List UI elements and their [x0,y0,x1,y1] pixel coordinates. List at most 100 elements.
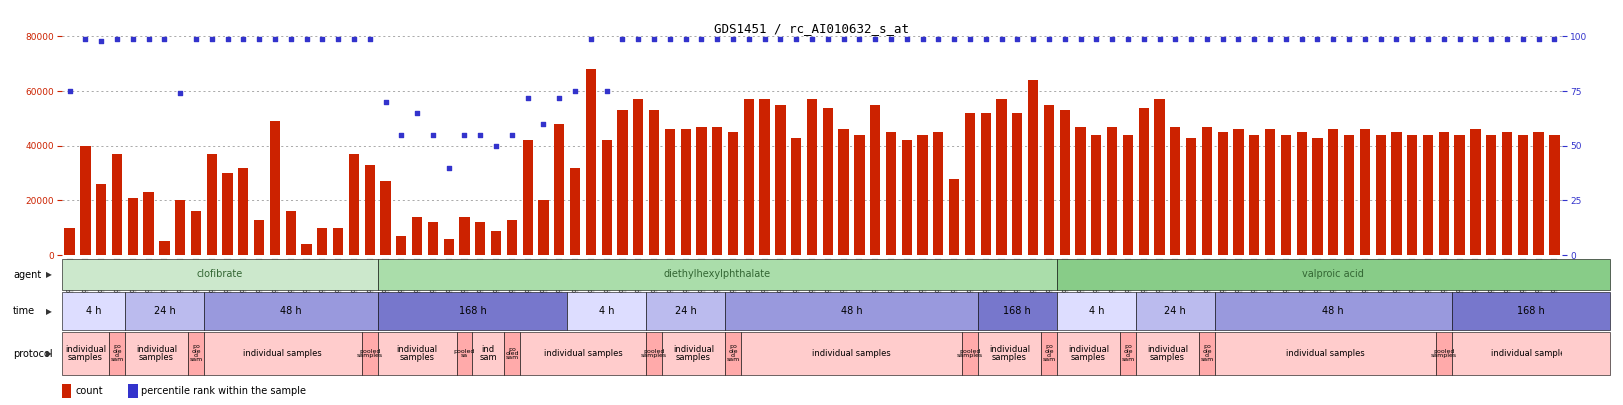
Bar [740,332,961,375]
Point [482,143,508,149]
Text: 48 h: 48 h [841,306,862,316]
Bar [1011,113,1022,255]
Point [57,88,83,94]
Point [135,35,161,42]
Text: individual
samples: individual samples [396,345,438,362]
Text: po
ole
d
sam: po ole d sam [725,344,738,362]
Text: ▶: ▶ [45,270,52,279]
Bar [125,292,204,330]
Bar [885,132,896,255]
Bar [253,220,265,255]
Text: pooled
samples: pooled samples [641,349,667,358]
Bar [1138,107,1147,255]
Text: pooled
sa: pooled sa [453,349,476,358]
Bar [62,384,71,398]
Bar [503,332,519,375]
Text: po
oled
sam: po oled sam [505,347,518,360]
Point [1193,35,1219,42]
Bar [1057,259,1608,290]
Bar [506,220,516,255]
Point [261,35,287,42]
Point [862,35,888,42]
Point [893,35,919,42]
Bar [62,259,378,290]
Bar [1375,135,1384,255]
Bar [1232,130,1243,255]
Bar [362,332,378,375]
Point [1019,35,1045,42]
Bar [65,228,75,255]
Point [878,35,904,42]
Point [1035,35,1061,42]
Bar [128,198,138,255]
Bar [316,228,328,255]
Bar [1214,332,1435,375]
Text: 4 h: 4 h [599,306,613,316]
Bar [646,292,725,330]
Bar [1214,292,1451,330]
Point [435,164,461,171]
Bar [601,140,612,255]
Bar [1057,332,1120,375]
Text: po
ole
d
sam: po ole d sam [1199,344,1212,362]
Point [73,35,99,42]
Bar [711,127,722,255]
Point [230,35,256,42]
Point [545,94,571,101]
Bar [727,132,738,255]
Point [846,35,872,42]
Point [1524,35,1550,42]
Bar [854,135,863,255]
Point [372,99,398,105]
Bar [143,192,154,255]
Bar [125,332,188,375]
Text: individual
samples: individual samples [988,345,1029,362]
Bar [456,332,472,375]
Text: po
ole
d
sam: po ole d sam [190,344,203,362]
Text: 48 h: 48 h [1321,306,1344,316]
Bar [222,173,232,255]
Bar [1040,332,1057,375]
Bar [204,292,378,330]
Point [1414,35,1440,42]
Bar [1438,132,1448,255]
Bar [1027,80,1037,255]
Text: po
ole
d
sam: po ole d sam [1120,344,1134,362]
Bar [1501,132,1511,255]
Bar [696,127,706,255]
Bar [664,130,675,255]
Point [625,35,651,42]
Bar [112,154,122,255]
Bar [239,168,248,255]
Point [578,35,604,42]
Bar [472,332,503,375]
Point [688,35,714,42]
Text: 48 h: 48 h [279,306,302,316]
Bar [206,154,217,255]
Point [956,35,982,42]
Point [1240,35,1266,42]
Bar [570,168,579,255]
Point [1209,35,1235,42]
Point [1540,35,1566,42]
Bar [917,135,927,255]
Point [1336,35,1362,42]
Bar [188,332,204,375]
Bar [459,217,469,255]
Text: individual
samples: individual samples [672,345,714,362]
Text: percentile rank within the sample: percentile rank within the sample [141,386,305,396]
Point [1303,35,1329,42]
Text: valproic acid: valproic acid [1302,269,1363,279]
Text: agent: agent [13,270,41,279]
Bar [365,165,375,255]
Text: 24 h: 24 h [1164,306,1185,316]
Bar [1044,105,1053,255]
Bar [1406,135,1417,255]
Point [198,35,224,42]
Point [325,35,351,42]
Point [829,35,855,42]
Point [120,35,146,42]
Bar [1469,130,1480,255]
Bar [1454,135,1464,255]
Bar [1057,292,1134,330]
